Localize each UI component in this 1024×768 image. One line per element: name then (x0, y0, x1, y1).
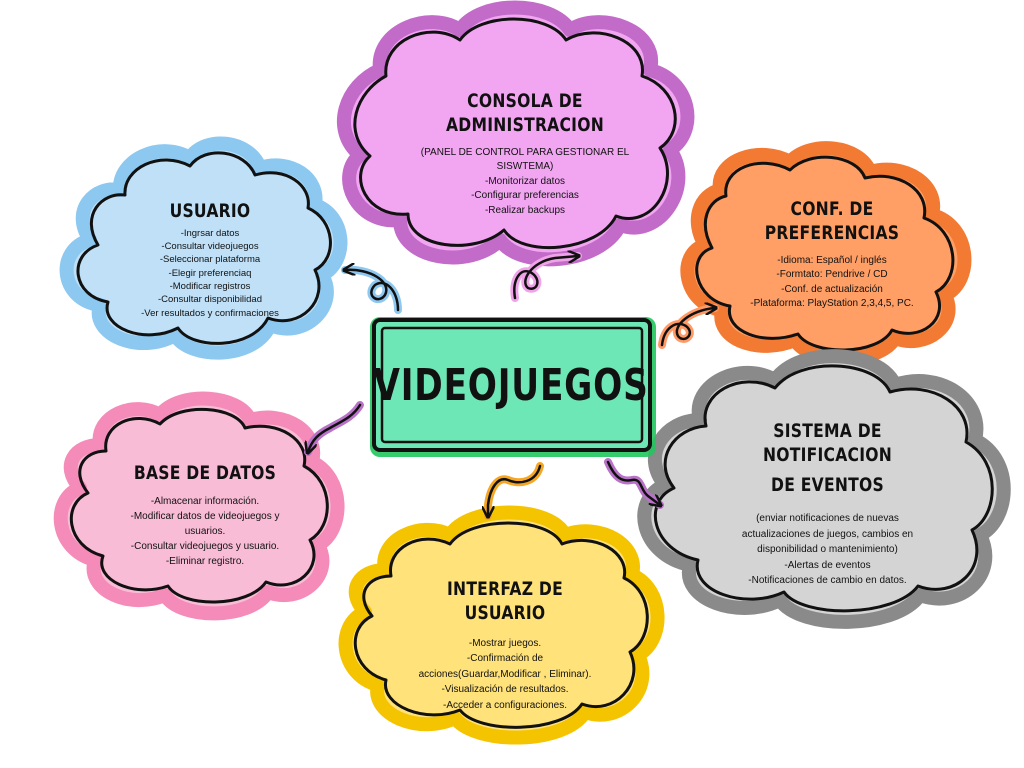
notificacion-item: (enviar notificaciones de nuevas (756, 513, 899, 525)
base-datos-item: -Eliminar registro. (165, 555, 245, 567)
arrow-to-preferencias-line (660, 308, 715, 347)
notificacion-title-line2: DE EVENTOS (771, 473, 884, 496)
cloud-notificacion (637, 349, 1011, 629)
notificacion-items: (enviar notificaciones de nuevas actuali… (690, 511, 965, 589)
arrow-to-interfaz-line (488, 464, 542, 516)
center-node (370, 317, 656, 457)
cloud-interfaz-shape (338, 505, 665, 745)
preferencias-item: -Plataforma: PlayStation 2,3,4,5, PC. (750, 298, 914, 309)
arrow-to-usuario (341, 270, 402, 314)
cloud-base-datos-shape (53, 391, 345, 621)
interfaz-item: -Mostrar juegos. (468, 637, 542, 649)
notificacion-item: actualizaciones de juegos, cambios en (741, 528, 914, 540)
preferencias-item: -Formtato: Pendrive / CD (776, 269, 888, 280)
consola-items: (PANEL DE CONTROL PARA GESTIONAR EL SISW… (380, 146, 670, 219)
cloud-preferencias-shape (680, 141, 972, 366)
cloud-usuario-outline (76, 151, 332, 345)
cloud-consola-shape (337, 0, 695, 267)
preferencias-items: -Idioma: Español / inglés -Formtato: Pen… (712, 254, 952, 312)
usuario-items: -Ingrsar datos -Consultar videojuegos -S… (120, 227, 300, 320)
preferencias-text: CONF. DE PREFERENCIAS -Idioma: Español /… (712, 198, 952, 312)
consola-item: SISWTEMA) (496, 161, 554, 172)
cloud-usuario (59, 136, 348, 360)
consola-item: -Configurar preferencias (471, 190, 579, 201)
preferencias-item: -Idioma: Español / inglés (777, 254, 887, 266)
base-datos-item: usuarios. (184, 525, 226, 537)
arrow-to-consola (510, 256, 582, 302)
notificacion-title-line1: SISTEMA DE NOTIFICACION (762, 420, 893, 466)
usuario-title: USUARIO (169, 200, 251, 222)
usuario-item: -Elegir preferenciaq (168, 267, 252, 279)
center-node-inner-border (380, 326, 644, 444)
consola-item: -Realizar backups (484, 204, 566, 216)
consola-item: (PANEL DE CONTROL PARA GESTIONAR EL (420, 146, 630, 158)
cloud-usuario-shape (59, 136, 348, 360)
notificacion-item: disponibilidad o mantenimiento) (757, 544, 898, 556)
interfaz-item: -Confirmación de (466, 653, 544, 664)
arrow-to-base-datos (308, 401, 364, 452)
consola-title: CONSOLA DE ADMINISTRACION (445, 90, 604, 136)
consola-text: CONSOLA DE ADMINISTRACION (PANEL DE CONT… (380, 90, 670, 218)
usuario-item: -Consultar disponibilidad (157, 294, 263, 306)
cloud-notificacion-shape (637, 349, 1011, 629)
usuario-item: -Modificar registros (169, 280, 251, 292)
cloud-preferencias-outline (695, 155, 955, 352)
interfaz-title: INTERFAZ DE USUARIO (446, 578, 564, 624)
preferencias-title: CONF. DE PREFERENCIAS (764, 198, 900, 244)
cloud-interfaz-outline (353, 521, 649, 729)
base-datos-item: -Consultar videojuegos y usuario. (130, 540, 280, 552)
preferencias-item: -Conf. de actualización (781, 283, 883, 295)
interfaz-item: -Acceder a configuraciones. (443, 699, 567, 711)
consola-item: -Monitorizar datos (484, 175, 566, 187)
arrow-to-preferencias (658, 308, 719, 349)
notificacion-item: -Notificaciones de cambio en datos. (748, 575, 907, 587)
arrow-to-interfaz (488, 462, 544, 520)
notificacion-text: SISTEMA DE NOTIFICACION DE EVENTOS (envi… (690, 420, 965, 589)
center-node-label: VIDEOJUEGOS (373, 359, 649, 411)
cloud-notificacion-outline (653, 364, 994, 613)
cloud-consola (337, 0, 695, 267)
interfaz-items: -Mostrar juegos. -Confirmación de accion… (390, 636, 620, 714)
usuario-item: -Seleccionar plataforma (159, 254, 261, 266)
arrow-to-notificacion (604, 458, 660, 509)
interfaz-text: INTERFAZ DE USUARIO -Mostrar juegos. -Co… (390, 578, 620, 713)
base-datos-text: BASE DE DATOS -Almacenar información. -M… (105, 462, 305, 569)
base-datos-item: -Almacenar información. (150, 495, 260, 507)
center-node-label-box: VIDEOJUEGOS (366, 312, 656, 458)
arrow-to-usuario-line (345, 270, 400, 312)
arrow-to-base-datos-line (308, 403, 362, 452)
interfaz-item: -Visualización de resultados. (441, 684, 569, 695)
cloud-consola-outline (353, 17, 677, 249)
cloud-interfaz (338, 505, 665, 745)
base-datos-items: -Almacenar información. -Modificar datos… (105, 494, 305, 569)
base-datos-item: -Modificar datos de videojuegos y (130, 510, 280, 522)
usuario-item: -Consultar videojuegos (161, 241, 259, 253)
cloud-base-datos (53, 391, 345, 621)
cloud-base-datos-outline (69, 407, 329, 604)
usuario-item: -Ingrsar datos (180, 227, 240, 239)
cloud-preferencias (680, 141, 972, 366)
arrow-to-consola-line (513, 256, 578, 300)
usuario-text: USUARIO -Ingrsar datos -Consultar videoj… (120, 200, 300, 320)
base-datos-title: BASE DE DATOS (133, 462, 277, 484)
usuario-item: -Ver resultados y confirmaciones (141, 307, 279, 319)
arrow-to-notificacion-line (606, 460, 660, 505)
notificacion-item: -Alertas de eventos (784, 559, 871, 571)
interfaz-item: acciones(Guardar,Modificar , Eliminar). (418, 668, 592, 680)
center-node-box (372, 318, 652, 452)
